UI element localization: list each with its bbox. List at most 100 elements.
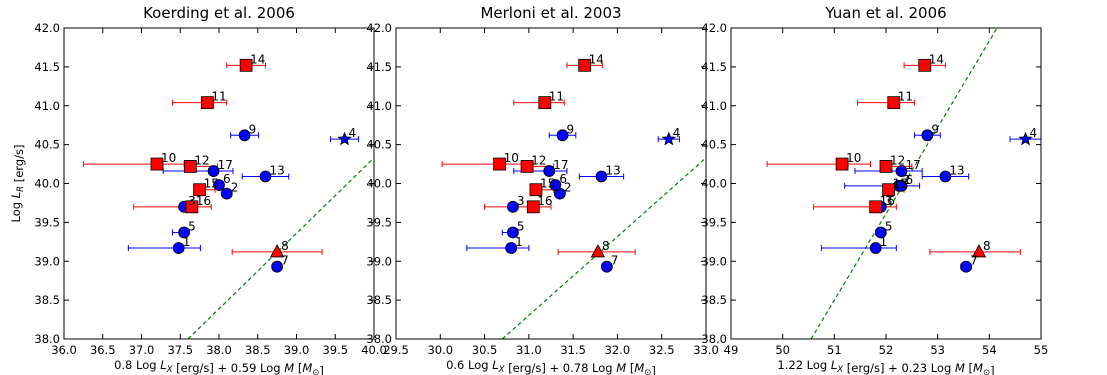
data-point-label: 12 (890, 153, 905, 167)
data-point-square (918, 58, 932, 72)
x-axis-label: 0.8 Log LX [erg/s] + 0.59 Log M [M⊙] (114, 358, 324, 375)
data-point-label: 12 (531, 153, 546, 167)
data-point-label: 8 (602, 239, 610, 253)
data-point-circle (507, 226, 519, 239)
plot-area (82, 58, 374, 339)
data-point-triangle (269, 244, 285, 258)
x-tick-label: 39.5 (322, 343, 348, 357)
data-point-label: 15 (893, 177, 908, 191)
data-point-label: 16 (537, 194, 552, 208)
data-point-circle (178, 226, 191, 239)
data-point-label: 7 (970, 254, 978, 268)
data-point-label: 1 (515, 235, 523, 249)
data-point-circle (220, 187, 233, 200)
data-point-label: 13 (605, 164, 620, 178)
x-tick-label: 49 (724, 343, 739, 357)
data-point-label: 14 (250, 52, 265, 66)
data-point-circle (895, 179, 908, 192)
y-tick-label: 38.0 (701, 332, 727, 346)
data-point-label: 14 (929, 52, 944, 66)
y-tick-label: 40.0 (366, 177, 392, 191)
data-point-label: 2 (231, 181, 239, 195)
y-tick-label: 38.5 (701, 293, 727, 307)
y-tick-label: 42.0 (34, 21, 60, 35)
y-tick-label: 38.0 (366, 332, 392, 346)
y-tick-label: 41.0 (701, 99, 727, 113)
x-tick-label: 32.5 (649, 343, 675, 357)
data-point-star (661, 131, 677, 146)
data-point-square (200, 96, 214, 110)
data-point-circle (556, 129, 569, 142)
plot-area (766, 28, 1041, 339)
data-point-triangle (971, 244, 987, 258)
data-point-square (538, 96, 552, 110)
fit-line (501, 157, 706, 339)
x-tick-label: 37.5 (167, 343, 193, 357)
x-tick-label: 30.0 (427, 343, 453, 357)
data-point-label: 7 (281, 254, 289, 268)
x-tick-label: 53 (930, 343, 945, 357)
y-tick-label: 39.0 (34, 254, 60, 268)
data-point-circle (213, 179, 225, 191)
data-point-label: 2 (564, 181, 572, 195)
y-axis-label: Log LR [erg/s] (9, 145, 26, 223)
data-point-label: 3 (188, 194, 196, 208)
x-tick-label: 38.5 (245, 343, 271, 357)
x-tick-label: 36.0 (51, 343, 77, 357)
data-point-circle (549, 179, 562, 191)
data-point-label: 3 (885, 194, 893, 208)
data-point-label: 1 (880, 235, 888, 249)
data-point-label: 13 (949, 164, 964, 178)
data-point-label: 17 (553, 158, 568, 172)
data-point-label: 15 (204, 177, 219, 191)
data-point-label: 7 (611, 254, 619, 268)
y-tick-label: 41.5 (366, 60, 392, 74)
data-point-square (150, 157, 164, 171)
y-tick-label: 38.5 (366, 293, 392, 307)
data-point-circle (595, 170, 608, 183)
data-point-circle (921, 129, 934, 142)
data-point-label: 4 (349, 126, 357, 140)
x-tick-label: 30.5 (472, 343, 498, 357)
data-point-circle (271, 260, 284, 273)
x-tick-label: 38.0 (206, 343, 232, 357)
data-point-square (193, 183, 207, 197)
x-tick-label: 40.0 (361, 343, 387, 357)
y-tick-label: 41.0 (34, 99, 60, 113)
x-tick-label: 52 (879, 343, 894, 357)
data-point-star (337, 131, 352, 146)
fit-line (187, 157, 374, 339)
data-point-label: 9 (567, 122, 575, 136)
x-axis-label: 1.22 Log LX [erg/s] + 0.23 Log M [M⊙] (777, 358, 994, 375)
data-point-label: 16 (880, 194, 895, 208)
data-point-circle (869, 242, 882, 254)
x-tick-label: 50 (775, 343, 790, 357)
y-tick-label: 39.0 (366, 254, 392, 268)
data-point-square (185, 200, 199, 214)
data-point-label: 5 (188, 219, 196, 233)
data-point-label: 10 (846, 151, 861, 165)
data-point-label: 5 (517, 219, 525, 233)
data-point-square (835, 157, 849, 171)
data-point-triangle (590, 244, 606, 258)
y-tick-label: 42.0 (701, 21, 727, 35)
data-point-square (529, 183, 543, 197)
data-point-square (239, 58, 253, 72)
x-tick-label: 54 (982, 343, 997, 357)
data-point-square (526, 200, 540, 214)
data-point-square (183, 159, 197, 173)
x-tick-label: 55 (1034, 343, 1049, 357)
data-point-circle (895, 165, 908, 177)
y-tick-label: 41.5 (701, 60, 727, 74)
data-point-label: 6 (223, 172, 231, 186)
data-point-label: 2 (903, 173, 911, 187)
data-point-square (869, 200, 883, 214)
data-point-label: 4 (673, 126, 681, 140)
y-tick-label: 40.0 (34, 177, 60, 191)
y-tick-label: 38.5 (34, 293, 60, 307)
y-tick-label: 41.0 (366, 99, 392, 113)
